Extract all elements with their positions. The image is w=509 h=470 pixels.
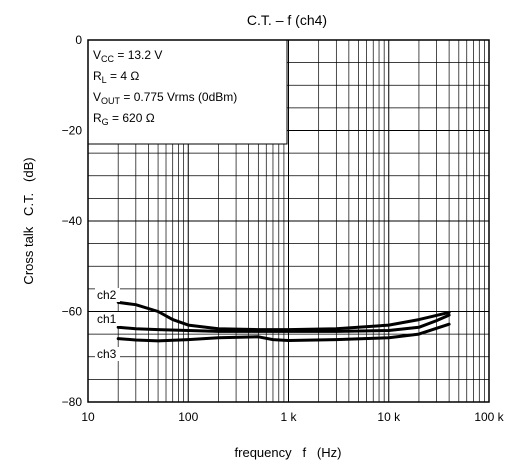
x-tick-label: 100 k xyxy=(474,410,504,424)
series-label-ch2: ch2 xyxy=(97,288,117,302)
y-tick-label: −60 xyxy=(62,305,83,319)
series-line-ch1 xyxy=(116,313,451,333)
plot-frame xyxy=(87,39,490,403)
x-tick-label: 10 k xyxy=(377,410,401,424)
series-label-ch1: ch1 xyxy=(97,312,117,326)
x-tick-label: 10 xyxy=(81,410,95,424)
conditions-box xyxy=(87,39,288,145)
x-tick-label: 1 k xyxy=(280,410,297,424)
x-axis-label: frequency f (Hz) xyxy=(235,445,342,460)
y-tick-label: −20 xyxy=(62,124,83,138)
series-label-bg xyxy=(95,347,120,361)
y-tick-label: 0 xyxy=(75,33,82,47)
condition-line: RG = 620 Ω xyxy=(93,111,155,127)
condition-line: VOUT = 0.775 Vrms (0dBm) xyxy=(93,90,237,106)
series-label-bg xyxy=(95,312,120,326)
conditions-legend: VCC = 13.2 V RL = 4 Ω VOUT = 0.775 Vrms (0… xyxy=(93,48,237,127)
series-line-ch2 xyxy=(116,300,451,332)
series-lines: ch2 ch1 ch3 xyxy=(95,288,451,361)
series-label-ch3: ch3 xyxy=(97,347,117,361)
axis-ticks: 10 100 1 k 10 k 100 k 0 −20 −40 −60 −80 xyxy=(62,33,505,424)
y-tick-label: −80 xyxy=(62,395,83,409)
chart-title: C.T. – f (ch4) xyxy=(247,12,327,28)
series-line-ch3 xyxy=(116,322,451,343)
y-tick-label: −40 xyxy=(62,214,83,228)
condition-line: VCC = 13.2 V xyxy=(93,48,162,64)
y-axis-label: Cross talk C.T. (dB) xyxy=(21,157,36,284)
condition-line: RL = 4 Ω xyxy=(93,69,139,85)
series-label-bg xyxy=(95,288,120,302)
x-tick-label: 100 xyxy=(178,410,198,424)
